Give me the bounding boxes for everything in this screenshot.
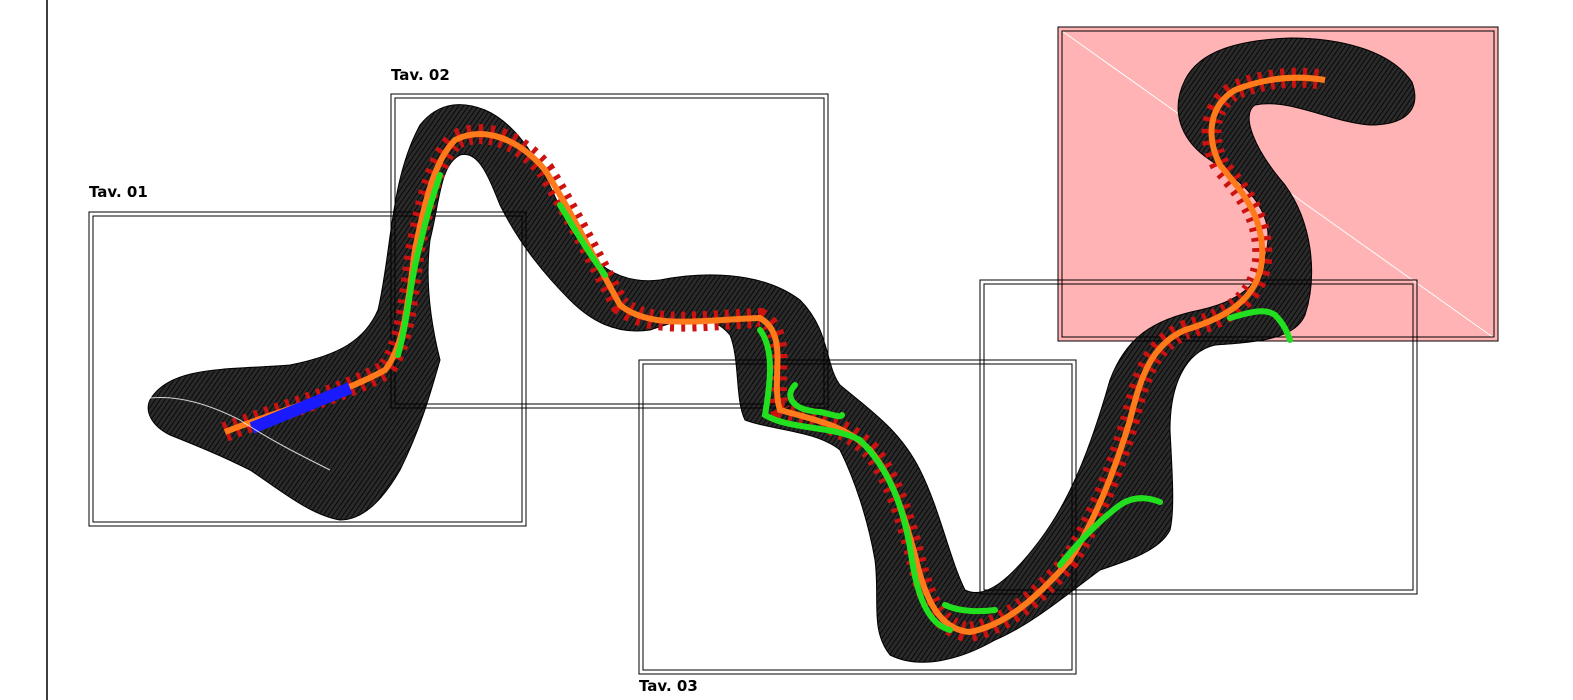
sheet-label-tav-02: Tav. 02 — [391, 66, 450, 84]
sheet-frame-tav-01[interactable] — [88, 211, 527, 527]
terrain-contours — [147, 37, 1416, 663]
road-edge-line — [149, 396, 331, 471]
sheet-frame-tav-03[interactable] — [638, 359, 1077, 675]
sheet-label-tav-03: Tav. 03 — [639, 677, 698, 695]
green-segments — [395, 172, 1293, 633]
sheet-frame-tav-04[interactable] — [979, 279, 1418, 595]
blue-segment — [249, 382, 353, 434]
sheet-frame-tav-02[interactable] — [390, 93, 829, 409]
sheet-frame-tav-05[interactable] — [1057, 26, 1499, 342]
sheet-label-tav-01: Tav. 01 — [89, 183, 148, 201]
